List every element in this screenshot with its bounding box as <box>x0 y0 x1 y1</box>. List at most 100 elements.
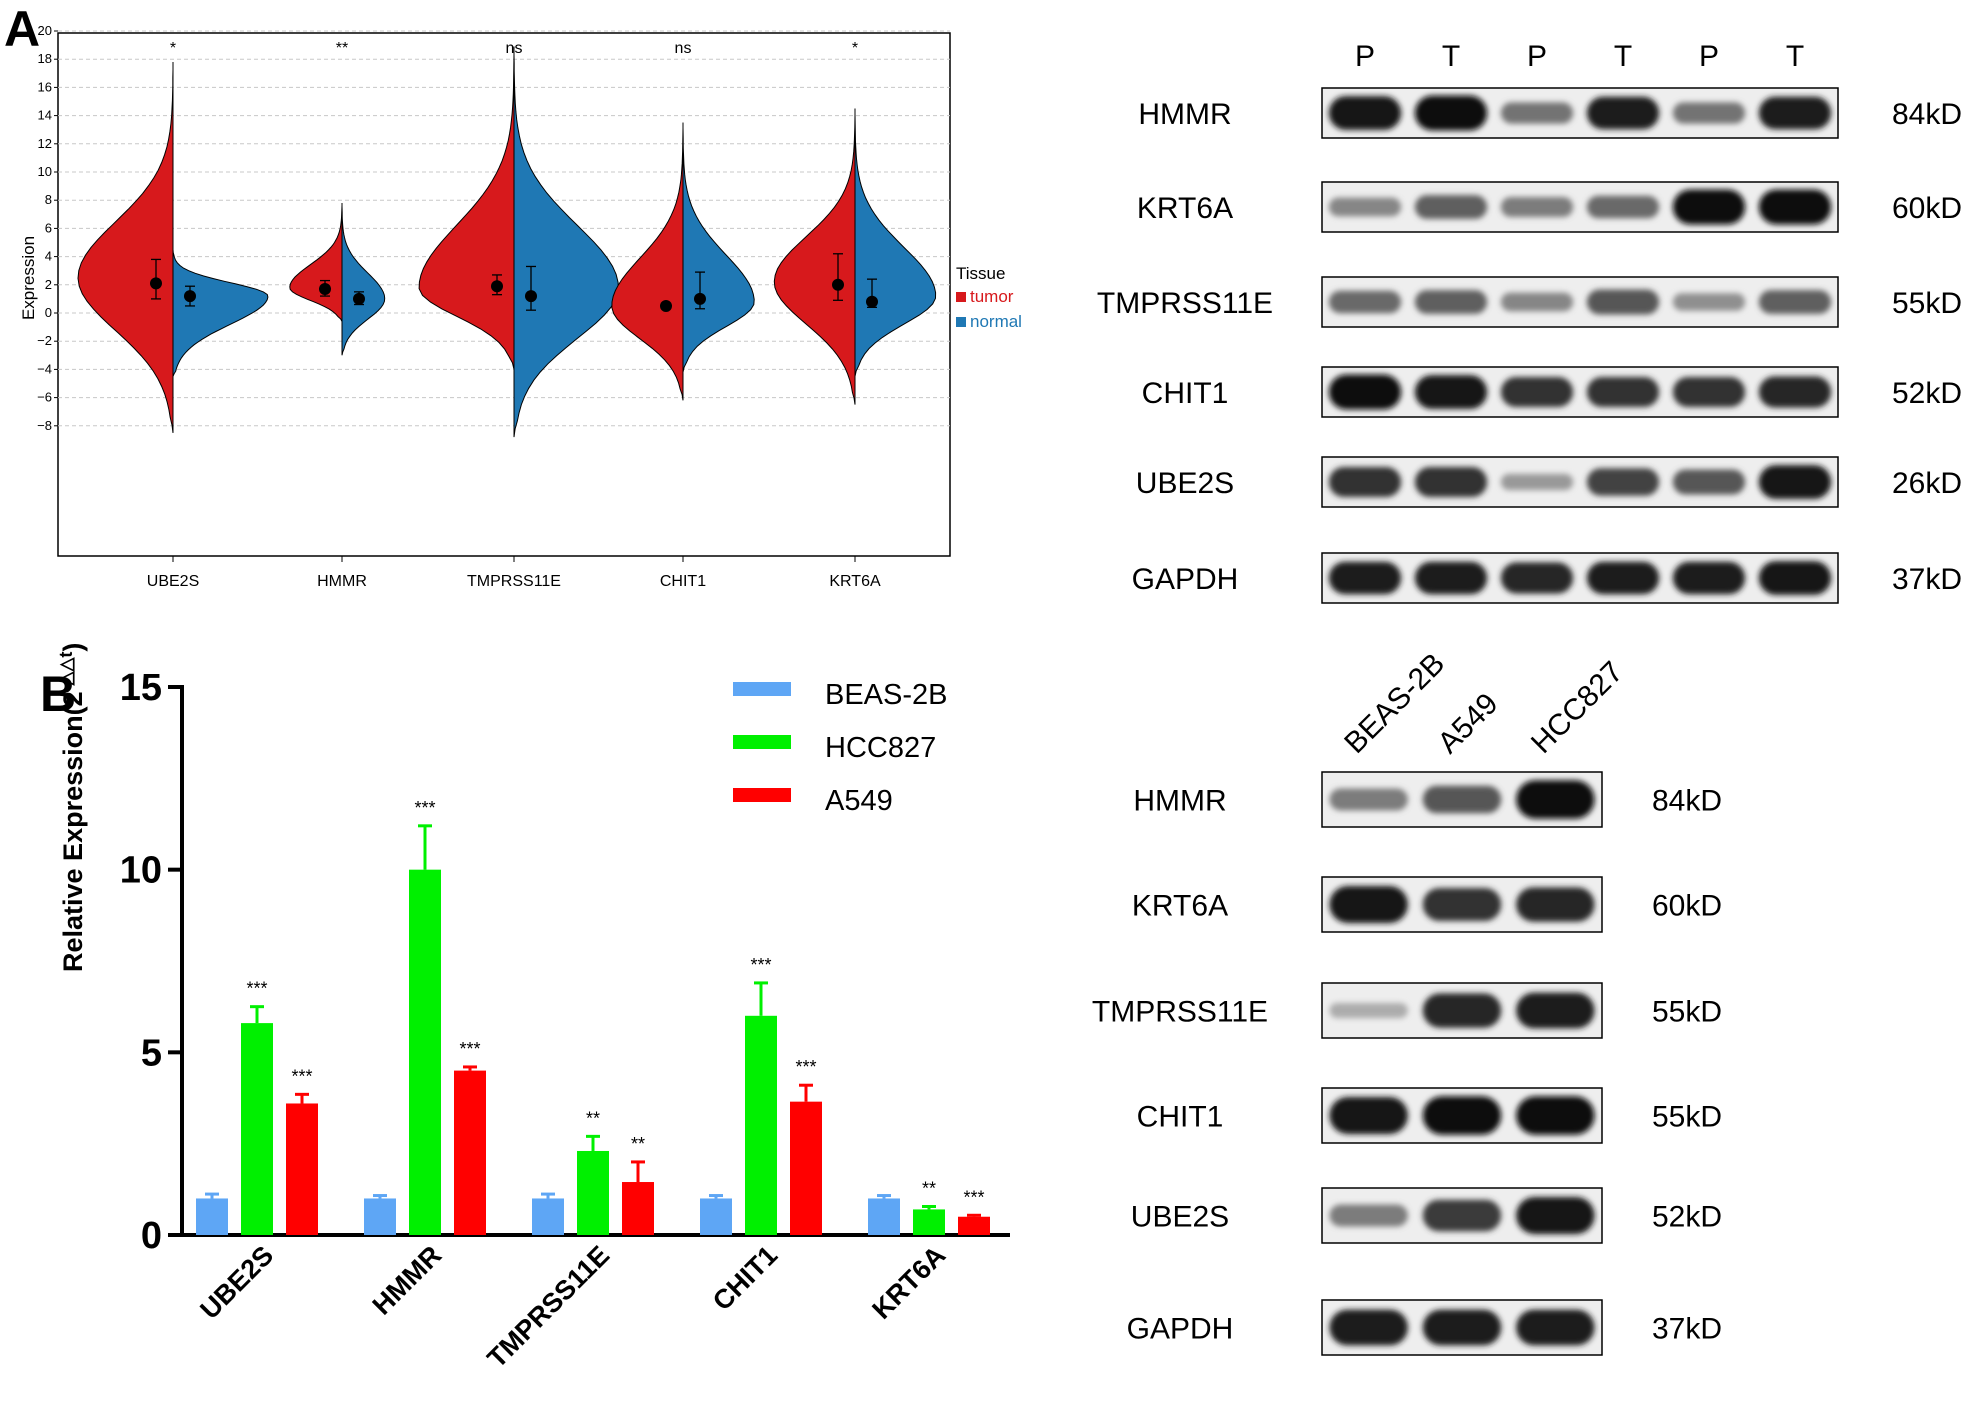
blot-band <box>1586 561 1660 595</box>
bar-significance: ** <box>922 1179 936 1199</box>
bar-x-labels: UBE2S HMMR TMPRSS11E CHIT1 KRT6A <box>194 1240 951 1374</box>
significance-label: ns <box>675 40 692 57</box>
lane-label: T <box>1614 40 1632 73</box>
blot-band <box>1329 788 1408 811</box>
y-tick-label: 2 <box>45 277 52 292</box>
legend-swatch <box>733 788 791 802</box>
blot-band <box>1672 469 1746 495</box>
legend-swatch-normal <box>956 317 966 327</box>
bar-BEAS-2B <box>532 1198 564 1235</box>
lane-label: P <box>1699 40 1719 73</box>
y-tick-label: 5 <box>141 1032 162 1074</box>
bar-A549 <box>454 1070 486 1235</box>
blot-band <box>1500 562 1574 594</box>
x-tick-label: KRT6A <box>829 573 881 590</box>
mean-point <box>694 292 706 305</box>
y-tick-label: 18 <box>38 51 52 66</box>
blot-band <box>1500 292 1574 312</box>
protein-label: GAPDH <box>1127 1313 1234 1346</box>
legend-swatch-tumor <box>956 292 966 302</box>
legend-swatch <box>733 682 791 696</box>
blot-band <box>1422 1199 1502 1232</box>
bar-y-label-close: ) <box>58 643 88 652</box>
legend-swatch <box>733 735 791 749</box>
bar-y-label-main: Relative Expression(2 <box>58 691 88 972</box>
lane-label: BEAS-2B <box>1338 647 1451 760</box>
bar-HCC827 <box>241 1023 273 1235</box>
lane-label: T <box>1442 40 1460 73</box>
bar-significance: *** <box>750 955 771 975</box>
y-tick-label: −8 <box>37 418 52 433</box>
violin-half-normal <box>682 122 755 373</box>
violin-half-normal <box>341 203 386 356</box>
violin-y-axis-label: Expression <box>19 236 38 320</box>
blot-band <box>1758 561 1832 595</box>
bar-significance: ** <box>631 1134 645 1154</box>
blot-band <box>1500 102 1574 124</box>
violin-half-tumor <box>773 108 856 405</box>
mean-point <box>832 278 844 291</box>
mean-point <box>525 290 537 303</box>
legend-title: Tissue <box>956 264 1005 283</box>
blot-band <box>1672 561 1746 595</box>
blot-band <box>1758 376 1832 408</box>
x-tick-label: HMMR <box>317 573 367 590</box>
bar-y-ticks: 0 5 10 15 <box>120 667 182 1257</box>
x-tick-label: CHIT1 <box>660 573 706 590</box>
blot-band <box>1329 1309 1408 1346</box>
kd-label: 55kD <box>1892 287 1962 320</box>
blot-band <box>1672 189 1746 225</box>
x-tick-label: TMPRSS11E <box>467 573 561 590</box>
y-tick-label: 0 <box>141 1215 162 1257</box>
violin-half-tumor <box>611 122 684 401</box>
violin-half-tumor <box>289 203 343 322</box>
y-tick-label: 16 <box>38 79 52 94</box>
y-tick-label: 20 <box>38 23 52 38</box>
blot-band <box>1414 195 1488 219</box>
y-tick-label: 0 <box>45 305 52 320</box>
y-tick-label: 4 <box>45 249 52 264</box>
protein-label: CHIT1 <box>1142 377 1229 410</box>
blot-band <box>1516 1096 1595 1135</box>
protein-label: TMPRSS11E <box>1092 996 1268 1029</box>
y-tick-label: 10 <box>38 164 52 179</box>
bar-BEAS-2B <box>364 1198 396 1235</box>
blot-strip <box>1321 276 1839 328</box>
bar-marks: ************************ *** <box>196 798 990 1235</box>
violin-half-normal <box>513 46 619 438</box>
kd-label: 55kD <box>1652 996 1722 1029</box>
mean-point <box>150 277 162 290</box>
bar-BEAS-2B <box>196 1198 228 1235</box>
blot-strip <box>1321 552 1839 604</box>
blot-band <box>1672 377 1746 407</box>
kd-label: 60kD <box>1652 890 1722 923</box>
blot-band <box>1422 1096 1502 1135</box>
blot-band <box>1328 374 1402 410</box>
bar-x-label: KRT6A <box>866 1240 951 1325</box>
protein-label: GAPDH <box>1132 563 1239 596</box>
violin-plot-frame <box>57 32 951 557</box>
y-tick-label: 10 <box>120 850 162 892</box>
blot-band <box>1414 561 1488 595</box>
protein-label: HMMR <box>1138 98 1231 131</box>
blot-band <box>1758 290 1832 314</box>
protein-label: KRT6A <box>1137 192 1233 225</box>
y-tick-label: 14 <box>38 108 52 123</box>
protein-label: TMPRSS11E <box>1097 287 1273 320</box>
y-tick-label: −4 <box>37 361 52 376</box>
kd-label: 26kD <box>1892 467 1962 500</box>
bar-significance: *** <box>963 1187 984 1207</box>
blot-band <box>1422 888 1502 921</box>
protein-label: KRT6A <box>1132 890 1228 923</box>
blot-band <box>1500 197 1574 217</box>
blot-band <box>1328 561 1402 595</box>
blot-band <box>1329 1204 1408 1227</box>
lane-label: P <box>1355 40 1375 73</box>
mean-point <box>353 292 365 305</box>
blot-band <box>1329 1096 1408 1135</box>
bar-HCC827 <box>745 1015 777 1235</box>
x-tick-label: UBE2S <box>147 573 199 590</box>
